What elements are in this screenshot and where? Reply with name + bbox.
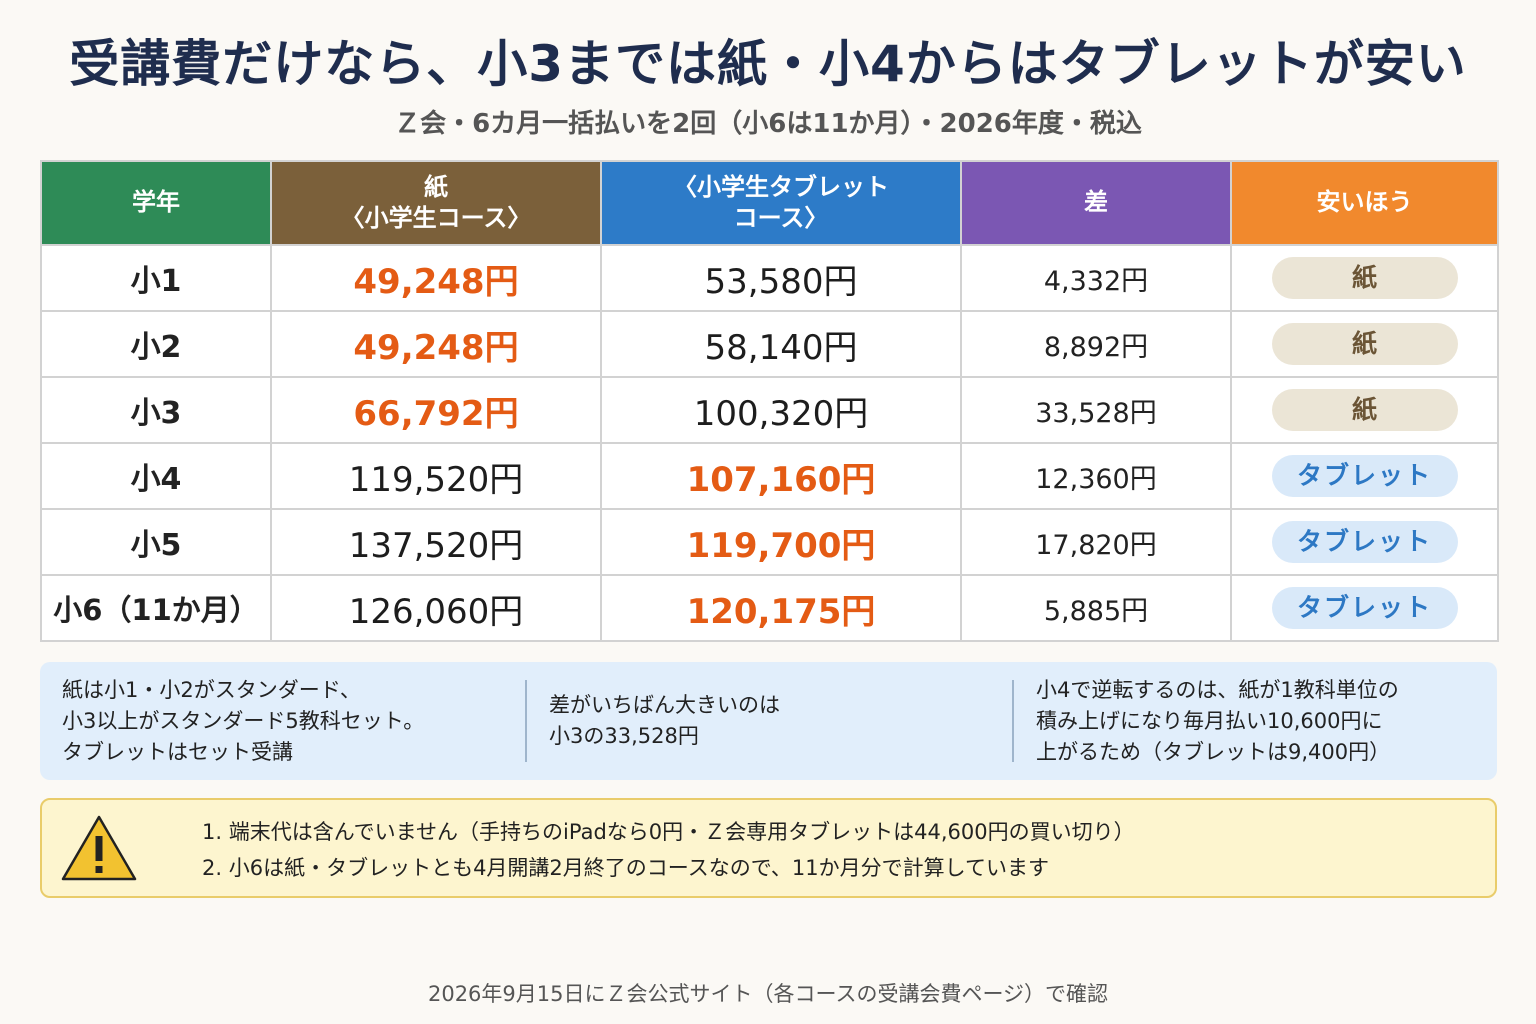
note-largest-diff: 差がいちばん大きいのは 小3の33,528円 (527, 662, 1012, 780)
cell-paper-price: 66,792円 (270, 376, 602, 444)
cell-grade: 小3 (40, 376, 272, 444)
header-paper: 紙 〈小学生コース〉 (270, 160, 602, 246)
note-line: タブレットはセット受講 (62, 739, 293, 764)
cell-grade: 小1 (40, 244, 272, 312)
cell-paper-price: 126,060円 (270, 574, 602, 642)
header-tablet-line1: 〈小学生タブレット (673, 172, 889, 201)
cell-cheaper: 紙 (1230, 244, 1499, 312)
cell-paper-price: 119,520円 (270, 442, 602, 510)
warning-triangle-icon (61, 815, 137, 881)
cell-diff: 5,885円 (960, 574, 1232, 642)
cell-grade: 小2 (40, 310, 272, 378)
cell-grade: 小4 (40, 442, 272, 510)
cheaper-badge: 紙 (1271, 257, 1458, 299)
cheaper-badge: 紙 (1271, 323, 1458, 365)
note-course-types: 紙は小1・小2がスタンダード、 小3以上がスタンダード5教科セット。 タブレット… (40, 662, 525, 780)
cell-diff: 4,332円 (960, 244, 1232, 312)
table-row: 小6（11か月） 126,060円 120,175円 5,885円 タブレット (40, 574, 1499, 642)
cheaper-badge: タブレット (1271, 521, 1458, 563)
table-row: 小4 119,520円 107,160円 12,360円 タブレット (40, 442, 1499, 510)
page-title: 受講費だけなら、小3までは紙・小4からはタブレットが安い (69, 35, 1467, 93)
note-divider (1012, 680, 1014, 762)
note-line: 小3の33,528円 (549, 724, 699, 748)
cell-diff: 17,820円 (960, 508, 1232, 576)
source-footer: 2026年9月15日にＺ会公式サイト（各コースの受講会費ページ）で確認 (427, 982, 1109, 1006)
notes-panel: 紙は小1・小2がスタンダード、 小3以上がスタンダード5教科セット。 タブレット… (40, 662, 1497, 780)
cheaper-badge: タブレット (1271, 455, 1458, 497)
note-line: 上がるため（タブレットは9,400円） (1036, 739, 1391, 764)
header-tablet: 〈小学生タブレット コース〉 (600, 160, 962, 246)
table-row: 小1 49,248円 53,580円 4,332円 紙 (40, 244, 1499, 312)
cell-grade: 小6（11か月） (40, 574, 272, 642)
cell-tablet-price: 100,320円 (600, 376, 962, 444)
note-line: 紙は小1・小2がスタンダード、 (62, 677, 361, 702)
header-cheaper: 安いほう (1230, 160, 1499, 246)
warning-item: 2. 小6は紙・タブレットとも4月開講2月終了のコースなので、11か月分で計算し… (202, 856, 1049, 880)
cell-tablet-price: 53,580円 (600, 244, 962, 312)
table-row: 小2 49,248円 58,140円 8,892円 紙 (40, 310, 1499, 378)
cell-diff: 33,528円 (960, 376, 1232, 444)
cell-tablet-price: 58,140円 (600, 310, 962, 378)
cell-cheaper: タブレット (1230, 574, 1499, 642)
page-subtitle: Ｚ会・6カ月一括払いを2回（小6は11か月）・2026年度・税込 (394, 109, 1142, 139)
table-row: 小3 66,792円 100,320円 33,528円 紙 (40, 376, 1499, 444)
warning-item: 1. 端末代は含んでいません（手持ちのiPadなら0円・Ｚ会専用タブレットは44… (202, 820, 1135, 844)
cell-diff: 12,360円 (960, 442, 1232, 510)
cheaper-badge: 紙 (1271, 389, 1458, 431)
cell-tablet-price: 119,700円 (600, 508, 962, 576)
cell-tablet-price: 120,175円 (600, 574, 962, 642)
cell-cheaper: タブレット (1230, 442, 1499, 510)
cell-diff: 8,892円 (960, 310, 1232, 378)
note-reversal-reason: 小4で逆転するのは、紙が1教科単位の 積み上げになり毎月払い10,600円に 上… (1014, 662, 1497, 780)
header-paper-line1: 紙 (424, 172, 448, 201)
warning-list: 1. 端末代は含んでいません（手持ちのiPadなら0円・Ｚ会専用タブレットは44… (202, 814, 1135, 886)
warning-box: 1. 端末代は含んでいません（手持ちのiPadなら0円・Ｚ会専用タブレットは44… (40, 798, 1497, 898)
header-diff: 差 (960, 160, 1232, 246)
note-divider (525, 680, 527, 762)
cell-cheaper: 紙 (1230, 376, 1499, 444)
header-tablet-line2: コース〉 (733, 204, 829, 232)
cheaper-badge: タブレット (1271, 587, 1458, 629)
note-line: 積み上げになり毎月払い10,600円に (1036, 708, 1383, 733)
cell-paper-price: 49,248円 (270, 310, 602, 378)
cell-grade: 小5 (40, 508, 272, 576)
cell-paper-price: 137,520円 (270, 508, 602, 576)
header-paper-line2: 〈小学生コース〉 (340, 204, 532, 232)
cell-tablet-price: 107,160円 (600, 442, 962, 510)
note-line: 差がいちばん大きいのは (549, 693, 780, 717)
price-comparison-table: 学年 紙 〈小学生コース〉 〈小学生タブレット コース〉 差 安いほう 小1 4… (40, 160, 1499, 642)
note-line: 小3以上がスタンダード5教科セット。 (62, 708, 425, 733)
header-grade: 学年 (40, 160, 272, 246)
cell-cheaper: タブレット (1230, 508, 1499, 576)
table-row: 小5 137,520円 119,700円 17,820円 タブレット (40, 508, 1499, 576)
table-header-row: 学年 紙 〈小学生コース〉 〈小学生タブレット コース〉 差 安いほう (40, 160, 1499, 246)
cell-cheaper: 紙 (1230, 310, 1499, 378)
cell-paper-price: 49,248円 (270, 244, 602, 312)
note-line: 小4で逆転するのは、紙が1教科単位の (1036, 677, 1399, 702)
